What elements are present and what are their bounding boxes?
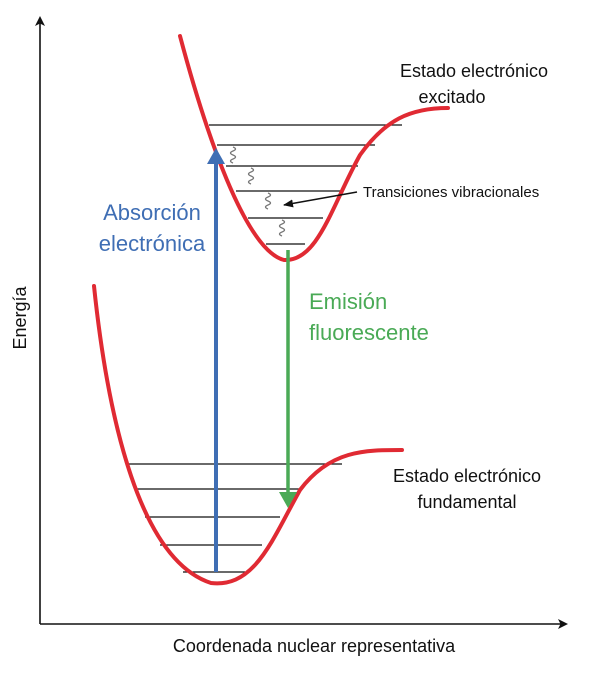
squiggle-3 (264, 192, 272, 210)
absorption-label-line2: electrónica (99, 231, 206, 256)
ground-state-label-line2: fundamental (417, 492, 516, 512)
emission-label-line2: fluorescente (309, 320, 429, 345)
ground-state-curve (92, 284, 404, 586)
squiggle-4 (278, 219, 286, 237)
excited-state-label-line2: excitado (418, 87, 485, 107)
emission-label-line1: Emisión (309, 289, 387, 314)
vibrational-squiggles (229, 146, 286, 237)
excited-state-label-line1: Estado electrónico (400, 61, 548, 81)
squiggle-1 (229, 146, 237, 164)
squiggle-2 (247, 167, 255, 185)
y-axis-label: Energía (10, 285, 30, 349)
absorption-label-line1: Absorción (103, 200, 201, 225)
vibrational-pointer-arrow (283, 191, 358, 208)
ground-state-label-line1: Estado electrónico (393, 466, 541, 486)
vibrational-transitions-label: Transiciones vibracionales (363, 184, 539, 201)
excited-state-levels (209, 124, 402, 245)
x-axis-label: Coordenada nuclear representativa (173, 636, 456, 656)
